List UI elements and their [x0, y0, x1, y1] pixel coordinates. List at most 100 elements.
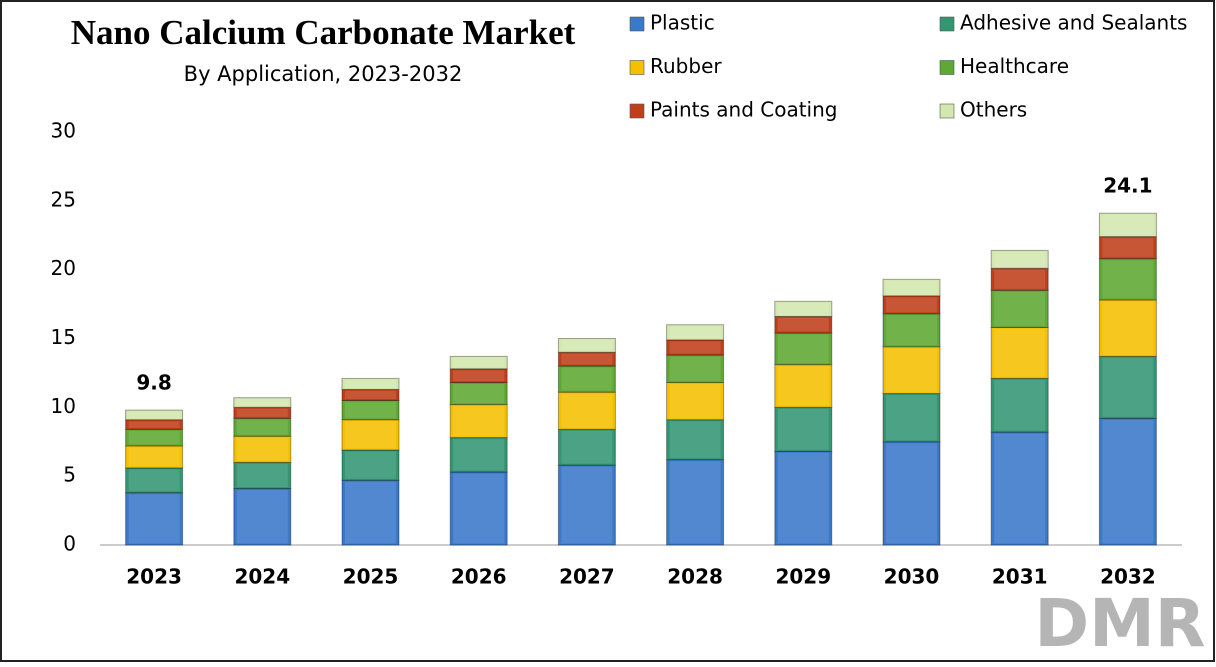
- bar-shine: [994, 291, 1046, 326]
- bar-shine: [128, 430, 180, 445]
- bar-segment: [666, 382, 725, 421]
- bar-shine: [453, 384, 505, 404]
- bar-shine: [777, 452, 829, 544]
- bar-segment: [125, 445, 184, 469]
- bar-shine: [777, 302, 829, 315]
- bar-segment: [557, 338, 616, 353]
- legend-label: Others: [960, 98, 1027, 122]
- bar-shine: [669, 356, 721, 382]
- bar-shine: [994, 328, 1046, 377]
- bar-segment: [990, 289, 1049, 328]
- legend-swatch: [939, 103, 955, 119]
- bar-shine: [777, 317, 829, 332]
- bar-shine: [561, 367, 613, 391]
- bar-segment: [125, 492, 184, 546]
- x-tick-label: 2024: [234, 565, 290, 589]
- bar-shine: [1102, 238, 1154, 258]
- bar-segment: [882, 278, 941, 297]
- legend-swatch: [629, 16, 645, 32]
- bar-shine: [128, 494, 180, 544]
- bar-shine: [345, 481, 396, 544]
- bar-shine: [128, 411, 180, 419]
- bar-segment: [990, 249, 1049, 269]
- bar-segment: [774, 300, 833, 317]
- bar-segment: [990, 431, 1049, 546]
- x-tick-label: 2032: [1100, 565, 1156, 589]
- bar-segment: [1098, 355, 1157, 419]
- legend-label: Plastic: [650, 11, 715, 35]
- x-tick-label: 2029: [775, 565, 831, 589]
- bar-shine: [561, 353, 613, 365]
- bar-shine: [236, 437, 288, 461]
- chart-subtitle: By Application, 2023-2032: [184, 62, 463, 86]
- bar-shine: [236, 490, 288, 544]
- bar-segment: [1098, 417, 1157, 546]
- bar-segment: [449, 382, 508, 406]
- bar-shine: [561, 340, 613, 351]
- bar-shine: [777, 408, 829, 450]
- bar-shine: [345, 401, 396, 419]
- legend-swatch: [939, 16, 955, 32]
- bar-segment: [557, 391, 616, 430]
- bar-segment: [341, 419, 400, 451]
- bar-segment: [774, 364, 833, 408]
- bar-segment: [1098, 299, 1157, 357]
- bar-segment: [774, 332, 833, 366]
- bar-segment: [341, 479, 400, 546]
- bar-segment: [666, 354, 725, 384]
- bar-shine: [886, 297, 937, 313]
- legend-label: Adhesive and Sealants: [960, 11, 1187, 35]
- x-tick-label: 2031: [992, 565, 1048, 589]
- bar-segment: [1098, 258, 1157, 301]
- x-tick-label: 2030: [884, 565, 940, 589]
- legend-label: Paints and Coating: [650, 98, 837, 122]
- bar-shine: [236, 408, 288, 417]
- y-tick-label: 25: [51, 187, 76, 211]
- bar-segment: [557, 464, 616, 546]
- bar-segment: [666, 419, 725, 461]
- bar-shine: [1102, 301, 1154, 355]
- bar-shine: [236, 399, 288, 406]
- bar-shine: [236, 463, 288, 488]
- bar-shine: [1102, 214, 1154, 236]
- bar-segment: [666, 459, 725, 546]
- x-tick-label: 2028: [667, 565, 723, 589]
- bar-segment: [882, 441, 941, 546]
- bar-shine: [345, 390, 396, 399]
- bar-shine: [128, 469, 180, 492]
- bar-segment: [990, 267, 1049, 291]
- y-tick-label: 30: [51, 119, 76, 143]
- bar-shine: [777, 366, 829, 406]
- legend-swatch: [939, 60, 955, 75]
- bar-segment: [449, 355, 508, 370]
- bar-shine: [669, 326, 721, 339]
- x-tick-label: 2027: [559, 565, 615, 589]
- bar-segment: [233, 397, 292, 408]
- bar-shine: [236, 419, 288, 435]
- bar-shine: [994, 269, 1046, 289]
- bar-shine: [345, 379, 396, 388]
- bar-shine: [994, 251, 1046, 267]
- total-label: 9.8: [136, 371, 171, 395]
- y-tick-label: 20: [51, 256, 76, 280]
- x-tick-label: 2026: [451, 565, 507, 589]
- bar-segment: [882, 346, 941, 395]
- bar-segment: [233, 488, 292, 546]
- bar-shine: [1102, 260, 1154, 299]
- bar-shine: [886, 443, 937, 544]
- bar-shine: [453, 439, 505, 471]
- bar-shine: [886, 348, 937, 393]
- bar-segment: [557, 428, 616, 466]
- x-tick-label: 2023: [126, 565, 182, 589]
- bar-segment: [449, 471, 508, 546]
- bar-segment: [557, 365, 616, 393]
- bar-shine: [561, 430, 613, 464]
- bar-segment: [666, 324, 725, 341]
- bar-segment: [233, 406, 292, 419]
- bar-shine: [1102, 419, 1154, 544]
- bar-shine: [994, 379, 1046, 431]
- bar-shine: [128, 421, 180, 428]
- bar-shine: [345, 421, 396, 449]
- y-tick-label: 5: [63, 463, 76, 487]
- bar-shine: [561, 466, 613, 544]
